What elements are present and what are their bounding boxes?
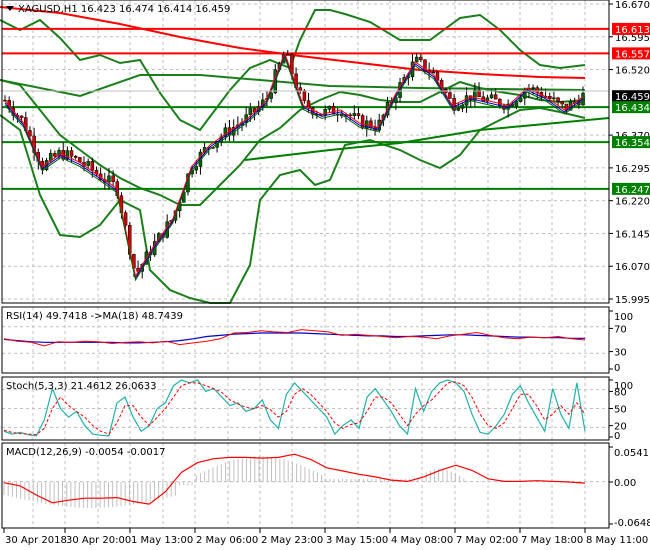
price-tick: 15.995 (615, 295, 650, 306)
price-tick: 16.145 (615, 229, 650, 240)
horizontal-levels[interactable] (2, 27, 609, 190)
rsi-line (3, 329, 586, 347)
axis-tick: 0 (614, 363, 620, 374)
price-tick: 16.670 (615, 0, 650, 11)
axis-tick: -0.0648 (614, 518, 650, 529)
macd-axis: 0.0541 0.00 -0.0648 (609, 446, 650, 529)
time-label: 2 May 06:00 (196, 535, 258, 546)
axis-tick: 50 (614, 405, 627, 416)
trend-lines[interactable] (0, 6, 610, 161)
axis-tick: 0 (614, 431, 620, 442)
time-label: 30 Apr 2018 (5, 535, 67, 546)
rsi-grid (2, 307, 609, 373)
symbol-header: XAGUSD,H1 16.423 16.474 16.414 16.459 (6, 4, 230, 15)
price-tick: 16.520 (615, 66, 650, 77)
price-tag-label: 16.434 (615, 103, 650, 114)
price-tick: 16.595 (615, 33, 650, 44)
time-label: 7 May 18:00 (521, 535, 583, 546)
stoch-main-line (3, 379, 586, 437)
time-label: 1 May 13:00 (131, 535, 193, 546)
price-tag-label: 16.613 (615, 25, 650, 36)
price-tag-bid (612, 90, 650, 103)
ascending-trend-line[interactable] (244, 117, 610, 161)
price-tag-support (612, 136, 650, 149)
time-label: 30 Apr 20:00 (66, 535, 131, 546)
macd-title: MACD(12,26,9) -0.0054 -0.0017 (6, 447, 166, 458)
axis-tick: 100 (614, 312, 633, 323)
stoch-grid (2, 377, 609, 440)
macd-panel[interactable]: MACD(12,26,9) -0.0054 -0.0017 0.0541 0.00… (1, 442, 650, 529)
long-ma-line (0, 74, 586, 98)
time-axis[interactable]: 30 Apr 2018 30 Apr 20:00 1 May 13:00 2 May … (2, 527, 648, 546)
axis-tick: 100 (614, 381, 633, 392)
time-label: 3 May 15:00 (326, 535, 388, 546)
time-label: 8 May 11:00 (586, 535, 648, 546)
descending-trend-line[interactable] (0, 6, 586, 79)
axis-tick: 30 (614, 348, 627, 359)
price-tag-support (612, 182, 650, 195)
price-tag-resistance (612, 22, 650, 35)
dropdown-triangle-icon[interactable] (6, 6, 14, 11)
price-tag-label: 16.459 (615, 92, 650, 103)
time-label: 7 May 02:00 (456, 535, 518, 546)
time-label: 4 May 08:00 (391, 535, 453, 546)
axis-tick: 80 (614, 387, 627, 398)
price-tick: 16.070 (615, 262, 650, 273)
price-panel[interactable]: XAGUSD,H1 16.423 16.474 16.414 16.459 (0, 0, 610, 304)
price-tag-support (612, 101, 650, 114)
price-tag-label: 16.354 (615, 138, 650, 149)
price-tag-label: 16.557 (615, 49, 650, 60)
macd-signal-line (3, 453, 586, 505)
moving-averages (4, 51, 584, 282)
rsi-title: RSI(14) 49.7418 ->MA(18) 48.7439 (6, 311, 183, 322)
price-tick: 16.295 (615, 164, 650, 175)
price-tick: 16.220 (615, 197, 650, 208)
time-label: 2 May 23:00 (261, 535, 323, 546)
symbol-ohlc-label: XAGUSD,H1 16.423 16.474 16.414 16.459 (18, 4, 230, 15)
axis-tick: 20 (614, 422, 627, 433)
stoch-signal-line (3, 381, 586, 436)
rsi-panel-border (1, 306, 610, 374)
stoch-title: Stoch(5,3,3) 21.4612 26.0633 (6, 381, 157, 392)
axis-tick: 0.00 (614, 478, 636, 489)
axis-tick: 70 (614, 324, 627, 335)
price-axis[interactable]: 16.67016.59516.52016.37016.29516.22016.1… (608, 0, 650, 306)
price-tag-label: 16.247 (615, 185, 650, 196)
price-tag-resistance (612, 47, 650, 60)
axis-tick: 0.0541 (614, 448, 649, 459)
